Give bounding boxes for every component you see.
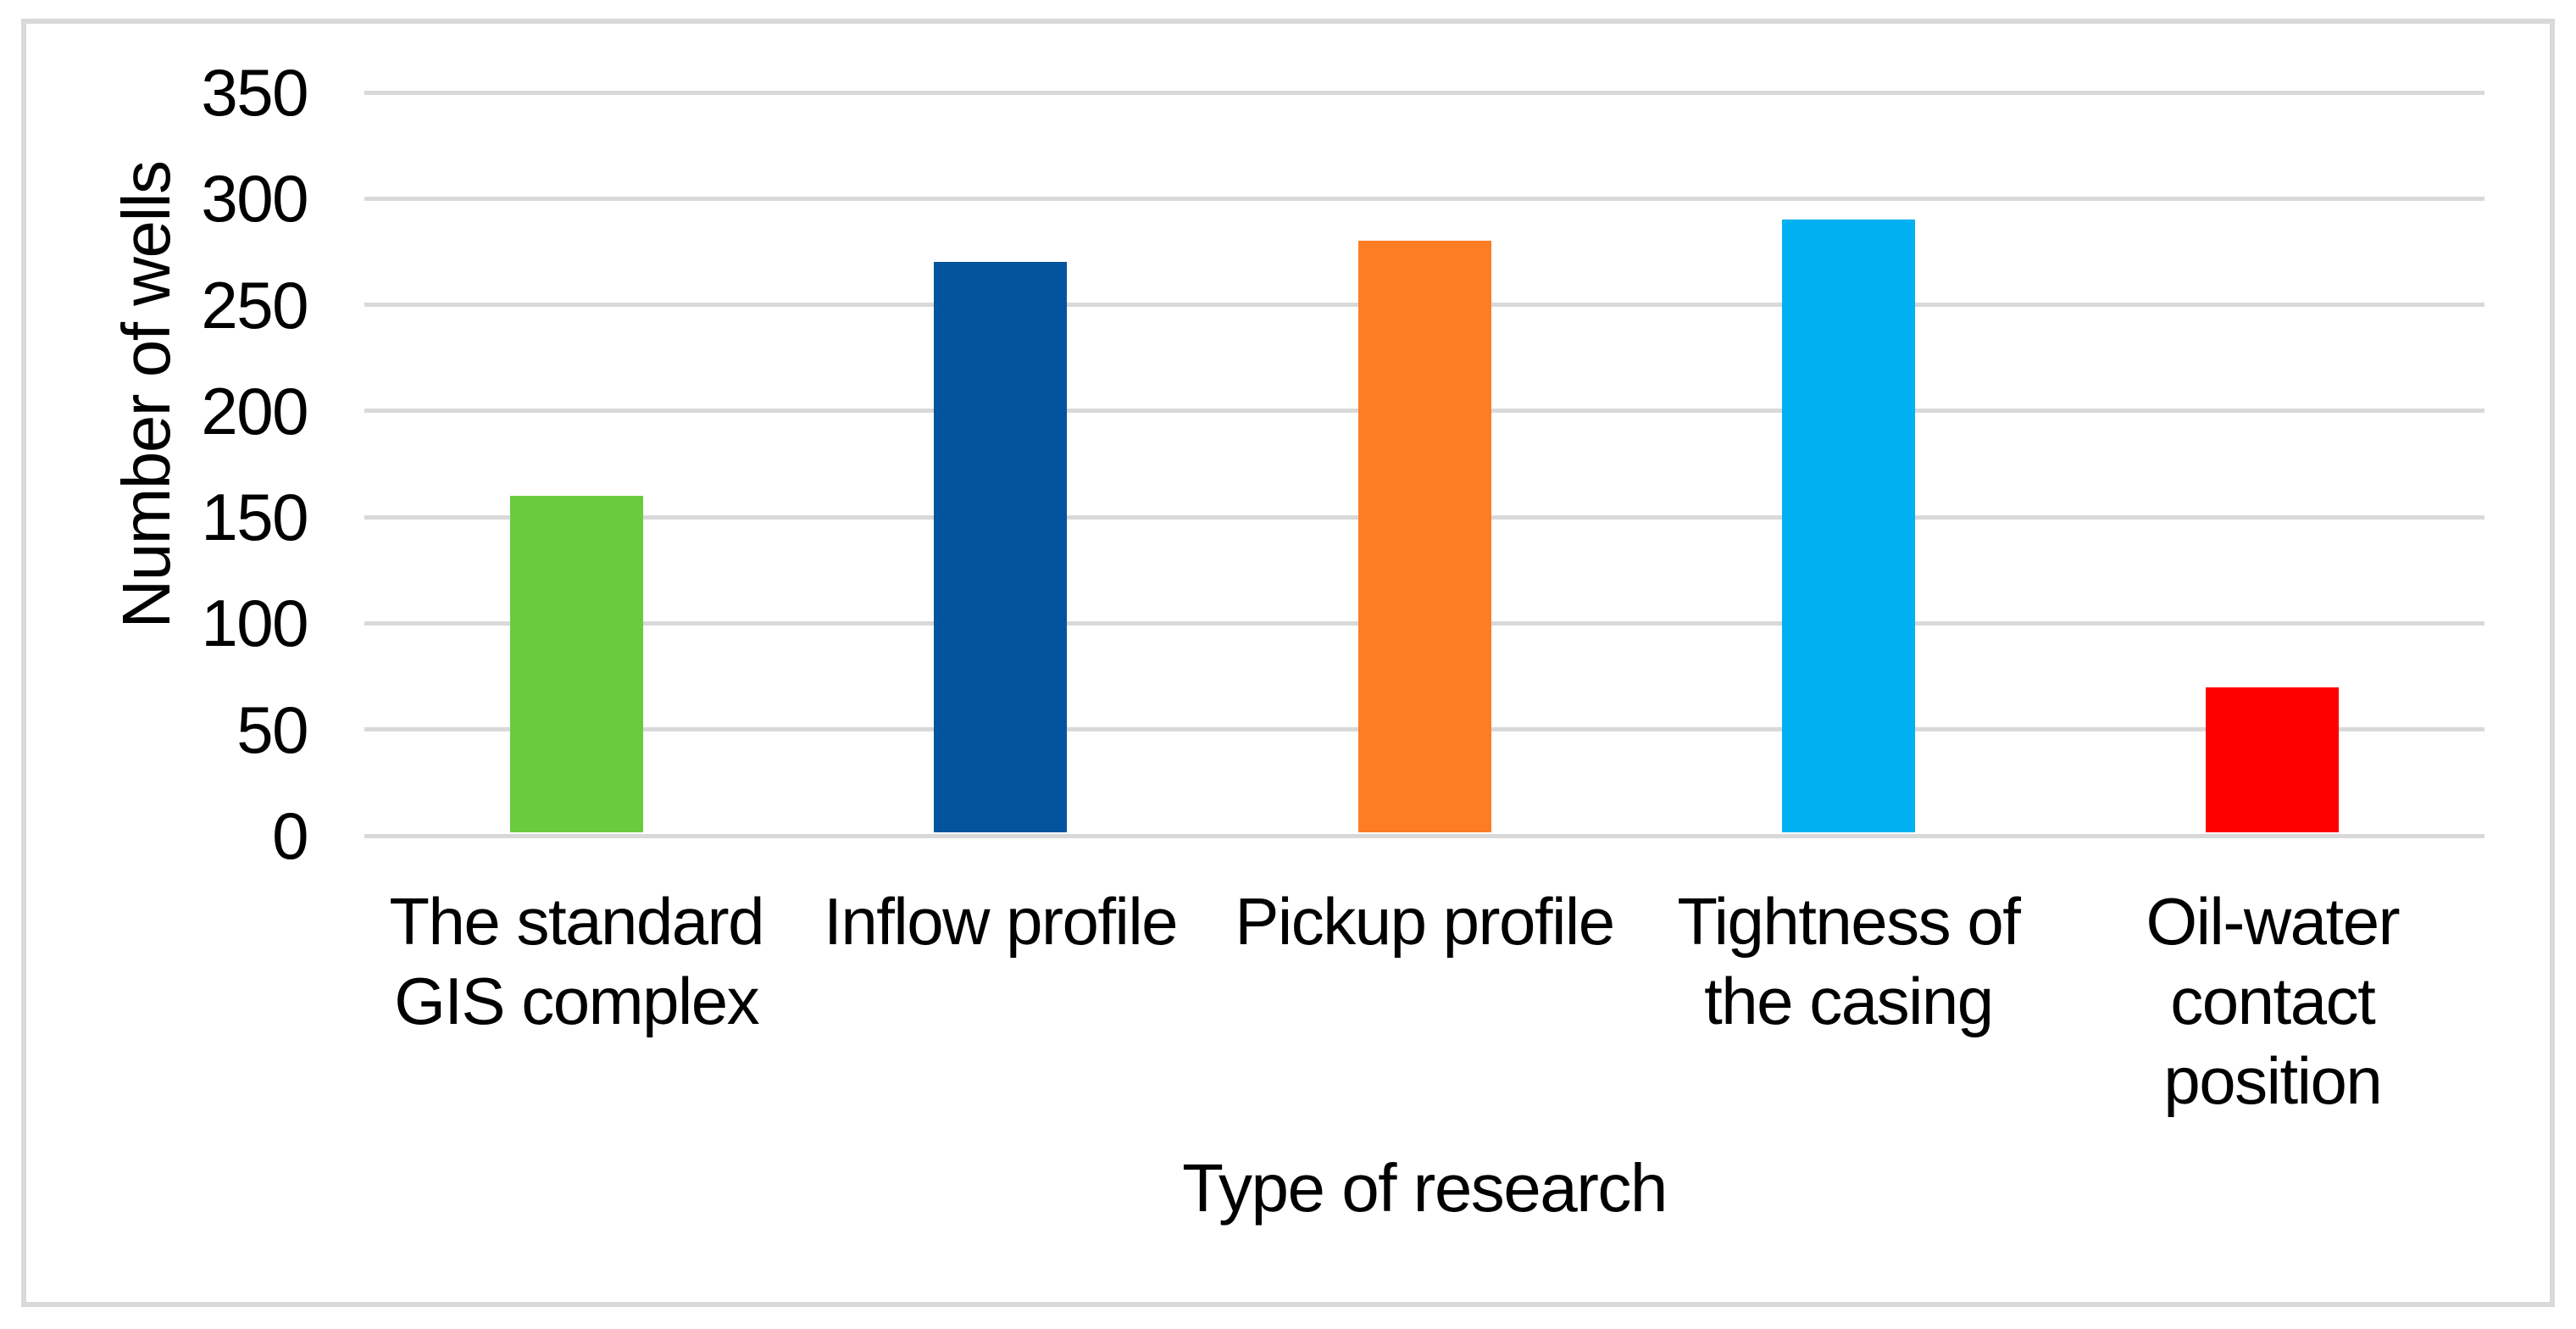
x-category-label-line: GIS complex [394,964,759,1038]
y-tick-label-200: 200 [201,373,308,448]
x-category-label-line: The standard [389,884,764,959]
x-category-label-line: Inflow profile [824,884,1178,959]
y-tick-label-150: 150 [201,480,308,555]
x-category-label-line: Pickup profile [1235,884,1615,959]
bar-4 [2206,687,2340,832]
x-category-label-line: contact [2170,964,2375,1038]
gridline-350 [364,90,2484,95]
x-category-label-0: The standard GIS complex [373,881,780,1041]
y-tick-label-100: 100 [201,586,308,661]
x-category-label-3: Tightness of the casing [1645,881,2051,1041]
chart-frame [21,19,2555,1307]
bar-2 [1357,241,1491,832]
gridline-0 [364,833,2484,838]
y-tick-label-300: 300 [201,161,308,236]
x-category-label-line: Oil-water [2146,884,2401,959]
bar-0 [509,496,643,832]
bar-3 [1781,220,1915,832]
y-tick-label-250: 250 [201,267,308,342]
x-category-label-1: Inflow profile [797,881,1204,961]
y-tick-label-50: 50 [236,692,308,767]
x-category-label-line: Tightness of [1677,884,2021,959]
gridline-300 [364,196,2484,201]
y-tick-label-350: 350 [201,55,308,130]
y-tick-label-0: 0 [272,798,308,873]
x-category-label-2: Pickup profile [1221,881,1628,961]
x-category-label-4: Oil-water contact position [2069,881,2476,1120]
x-axis-title: Type of research [1182,1150,1668,1226]
bar-1 [934,262,1068,832]
x-category-label-line: position [2163,1043,2382,1118]
x-category-label-line: the casing [1704,964,1994,1038]
